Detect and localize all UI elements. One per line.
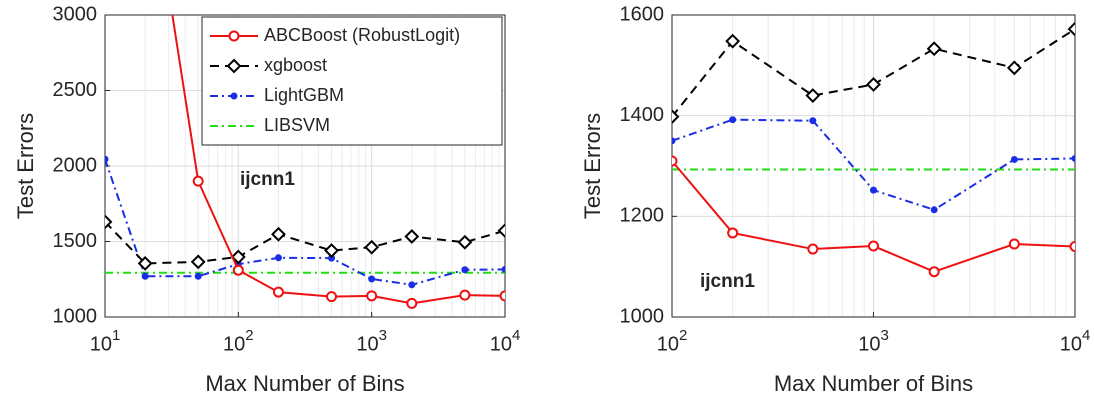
point (1008, 238, 1020, 250)
x-tick-label: 102 (657, 327, 688, 355)
legend-box (201, 16, 503, 146)
point (406, 297, 418, 309)
point (230, 249, 246, 265)
point (368, 275, 376, 283)
point (326, 291, 338, 303)
point (190, 254, 206, 270)
point (274, 254, 282, 262)
point (328, 254, 336, 262)
series-line (105, 221, 505, 265)
legend-label: LightGBM (264, 85, 344, 105)
point (194, 272, 202, 280)
point (364, 239, 380, 255)
point (870, 186, 877, 194)
point (459, 289, 471, 301)
plot-frame (104, 14, 506, 318)
x-axis-label: Max Number of Bins (205, 371, 404, 396)
point (192, 175, 204, 187)
point (930, 206, 938, 214)
point (461, 266, 469, 274)
y-tick-label: 1400 (620, 104, 665, 126)
point (137, 255, 153, 271)
point (141, 272, 149, 280)
legend: ABCBoost (RobustLogit) xgboost LightGBM LIB… (201, 16, 503, 146)
y-tick-label: 1500 (53, 230, 98, 252)
x-tick-label: 104 (1060, 327, 1091, 355)
point (366, 290, 378, 302)
legend-label: LIBSVM (264, 115, 330, 135)
x-axis-label: Max Number of Bins (774, 371, 973, 396)
legend-label: xgboost (264, 55, 327, 75)
y-tick-label: 1000 (53, 305, 98, 327)
x-tick-label: 103 (858, 327, 889, 355)
point (672, 155, 678, 167)
point (232, 264, 244, 276)
point (105, 155, 109, 163)
point (1071, 154, 1075, 162)
series-layer (105, 15, 505, 309)
point (809, 117, 817, 125)
point (672, 109, 680, 125)
point (1069, 241, 1075, 253)
y-tick-label: 1600 (620, 3, 665, 25)
point (729, 116, 737, 124)
annotation: ijcnn1 (240, 169, 295, 190)
legend-marker (230, 92, 238, 100)
x-tick-label: 104 (490, 327, 521, 355)
point (272, 286, 284, 298)
point (866, 77, 881, 92)
chart: 102 103 104 1000 1200 1400 1600 Max Number of B… (580, 3, 1090, 396)
point (408, 281, 416, 289)
point (105, 214, 113, 230)
point (271, 226, 286, 242)
point (807, 243, 819, 255)
chart: 101 102 103 104 1000 1500 2000 2500 3000 Max Numb… (13, 3, 521, 396)
point (499, 290, 505, 302)
x-tick-label: 103 (356, 327, 387, 355)
point (501, 265, 505, 273)
x-tick-label: 101 (90, 327, 121, 355)
y-axis-label: Test Errors (13, 113, 38, 219)
series-line (105, 158, 505, 286)
point (928, 266, 940, 278)
y-axis-label: Test Errors (580, 113, 605, 219)
point (1010, 155, 1018, 163)
y-tick-label: 2000 (53, 154, 98, 176)
point (926, 41, 942, 57)
point (672, 137, 676, 145)
point (805, 88, 821, 103)
point (725, 33, 741, 49)
point (1067, 21, 1075, 37)
point (457, 234, 473, 250)
point (727, 227, 739, 239)
point (868, 240, 879, 252)
point (497, 223, 505, 239)
x-tick-label: 102 (223, 327, 254, 355)
point (324, 243, 339, 258)
point (404, 229, 420, 244)
annotation: ijcnn1 (700, 271, 755, 292)
y-tick-label: 3000 (53, 3, 98, 25)
y-tick-label: 1000 (620, 305, 665, 327)
y-tick-label: 1200 (620, 205, 665, 227)
legend-marker (226, 58, 242, 74)
legend-label: ABCBoost (RobustLogit) (264, 25, 460, 45)
legend-marker (228, 30, 240, 42)
series-layer (672, 21, 1075, 278)
y-tick-label: 2500 (53, 79, 98, 101)
point (1006, 60, 1022, 76)
